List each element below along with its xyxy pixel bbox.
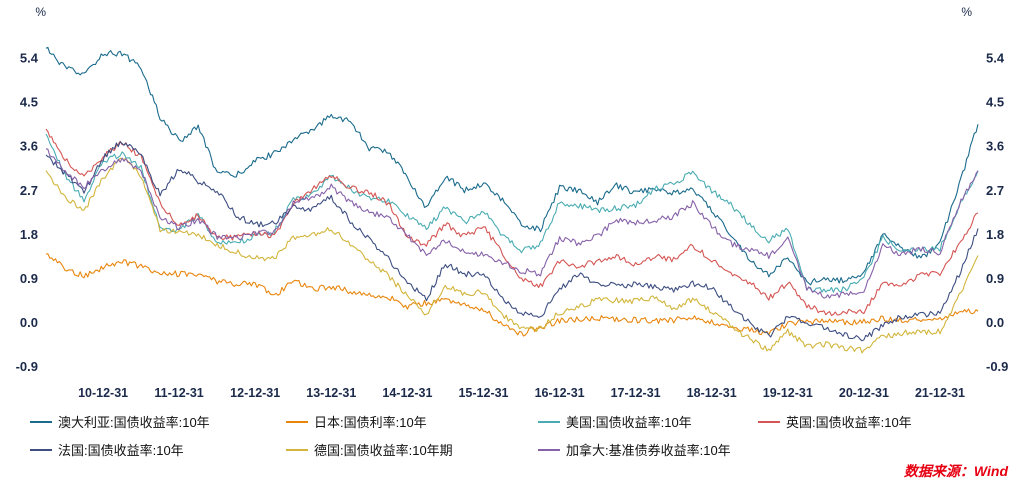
legend-item-3: 美国:国债收益率:10年	[538, 412, 758, 431]
x-tick-label: 11-12-31	[154, 386, 203, 400]
legend-label: 澳大利亚:国债收益率:10年	[58, 415, 210, 430]
y-axis-unit-left: %	[35, 5, 46, 19]
y-tick-label-right: 1.8	[986, 227, 1004, 242]
legend-item-2: 日本:国债利率:10年	[286, 412, 538, 431]
x-tick-label: 17-12-31	[611, 386, 661, 400]
y-tick-label-left: -0.9	[16, 359, 38, 374]
y-tick-label-right: 3.6	[986, 139, 1004, 154]
series-line-2	[45, 253, 979, 337]
x-tick-label: 19-12-31	[763, 386, 813, 400]
series-line-5	[45, 141, 979, 342]
x-tick-label: 13-12-31	[306, 386, 356, 400]
legend-item-7: 加拿大:基准债券收益率:10年	[538, 440, 758, 459]
x-tick-label: 14-12-31	[382, 386, 432, 400]
y-tick-label-right: 2.7	[986, 183, 1004, 198]
y-tick-label-right: -0.9	[986, 359, 1008, 374]
y-tick-label-right: 0.9	[986, 271, 1004, 286]
legend-label: 加拿大:基准债券收益率:10年	[566, 443, 731, 458]
series-line-4	[45, 128, 979, 317]
y-tick-label-right: 5.4	[986, 51, 1005, 66]
legend-line-marker	[30, 420, 52, 423]
legend-label: 法国:国债收益率:10年	[58, 443, 184, 458]
chart-legend: 澳大利亚:国债收益率:10年 日本:国债利率:10年 美国:国债收益率:10年 英国:…	[0, 412, 1024, 459]
y-tick-label-left: 3.6	[20, 139, 38, 154]
data-source-note: 数据来源：Wind	[903, 463, 1008, 479]
legend-line-marker	[30, 448, 52, 451]
legend-label: 美国:国债收益率:10年	[566, 415, 692, 430]
legend-label: 英国:国债收益率:10年	[786, 415, 912, 430]
chart-canvas: % % 5.4 5.4 4.5 4.5 3.6 3.6 2.7 2.7 1.8 1.8 0.9 0.9 0.…	[16, 5, 1009, 400]
y-tick-label-left: 5.4	[20, 51, 39, 66]
legend-line-marker	[286, 420, 308, 423]
x-tick-label: 16-12-31	[535, 386, 585, 400]
x-tick-label: 21-12-31	[915, 386, 965, 400]
legend-item-1: 澳大利亚:国债收益率:10年	[30, 412, 286, 431]
legend-item-6: 德国:国债收益率:10年期	[286, 440, 538, 459]
x-tick-label: 15-12-31	[458, 386, 508, 400]
legend-line-marker	[538, 448, 560, 451]
series-line-3	[45, 133, 979, 293]
legend-line-marker	[538, 420, 560, 423]
legend-line-marker	[758, 420, 780, 423]
series-line-1	[45, 46, 979, 286]
y-tick-label-left: 4.5	[20, 95, 38, 110]
y-axis-unit-right: %	[961, 5, 972, 19]
y-tick-label-right: 4.5	[986, 95, 1004, 110]
legend-label: 日本:国债利率:10年	[314, 415, 427, 430]
y-tick-label-right: 0.0	[986, 315, 1004, 330]
x-tick-label: 20-12-31	[839, 386, 889, 400]
y-tick-label-left: 2.7	[20, 183, 38, 198]
x-tick-label: 10-12-31	[78, 386, 128, 400]
y-tick-label-left: 0.0	[20, 315, 38, 330]
legend-item-4: 英国:国债收益率:10年	[758, 412, 1024, 431]
series-line-7	[45, 148, 979, 299]
legend-label: 德国:国债收益率:10年期	[314, 443, 453, 458]
series-line-6	[45, 157, 979, 354]
legend-line-marker	[286, 448, 308, 451]
x-tick-label: 18-12-31	[687, 386, 737, 400]
x-tick-label: 12-12-31	[230, 386, 280, 400]
legend-item-5: 法国:国债收益率:10年	[30, 440, 286, 459]
y-tick-label-left: 0.9	[20, 271, 38, 286]
y-tick-label-left: 1.8	[20, 227, 38, 242]
